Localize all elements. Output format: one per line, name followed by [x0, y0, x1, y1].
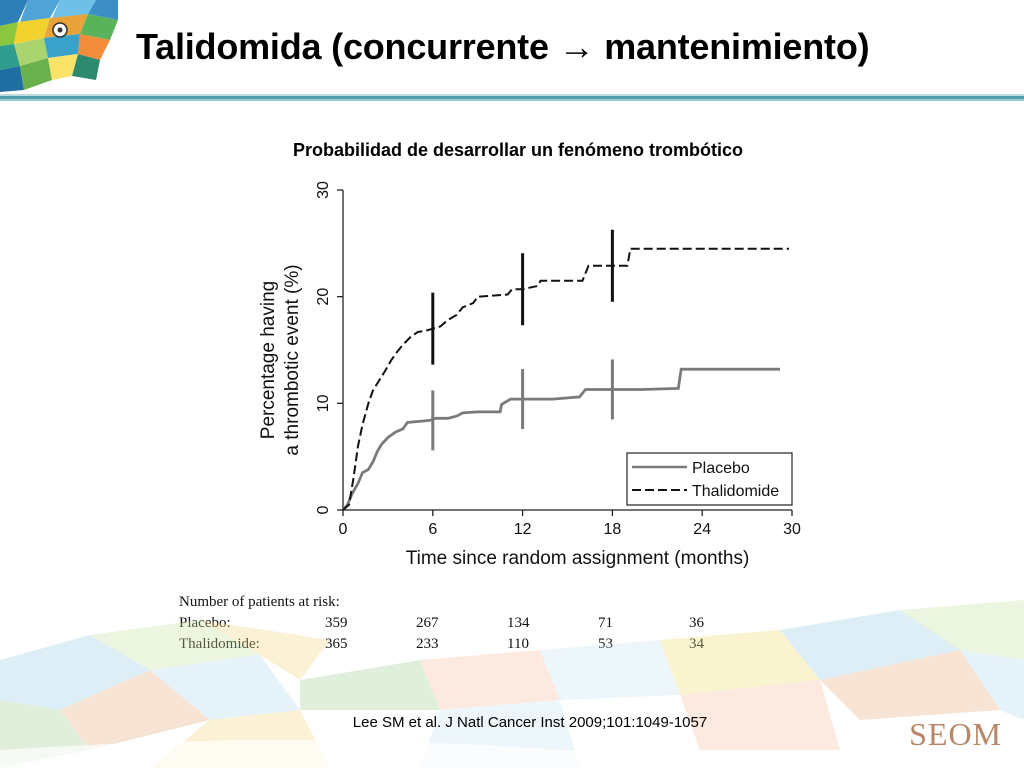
slide-title: Talidomida (concurrente → mantenimiento) [136, 26, 870, 67]
y-tick-label: 10 [315, 394, 332, 412]
risk-value: 365 [325, 636, 348, 652]
chart-series [341, 229, 789, 511]
y-axis-title: Percentage having [258, 281, 279, 439]
risk-value: 71 [598, 615, 613, 631]
legend-box [626, 452, 793, 506]
x-axis-title: Time since random assignment (months) [406, 548, 750, 569]
risk-row-placebo: Placebo: 359 267 134 71 36 [179, 613, 780, 634]
risk-value: 34 [689, 634, 780, 655]
y-axis-title: a thrombotic event (%) [282, 264, 303, 455]
chart-axes: 0 6 12 18 24 30 0 10 20 30 Time since random assig… [258, 181, 801, 569]
y-tick-label: 0 [315, 505, 332, 514]
legend-label-placebo: Placebo [692, 460, 750, 477]
risk-value: 110 [507, 636, 529, 652]
title-divider [0, 94, 1024, 101]
x-tick-label: 0 [339, 521, 348, 538]
risk-value: 359 [325, 615, 348, 631]
risk-caption-row: Number of patients at risk: [179, 592, 780, 613]
x-tick-label: 12 [514, 521, 532, 538]
legend-label-thalidomide: Thalidomide [692, 483, 779, 500]
x-tick-label: 18 [604, 521, 622, 538]
x-tick-label: 30 [783, 521, 801, 538]
risk-row-thalidomide: Thalidomide: 365 233 110 53 34 [179, 634, 780, 655]
risk-value: 36 [689, 615, 704, 631]
bottom-mosaic-decoration [0, 600, 1024, 768]
series-line-placebo [341, 367, 780, 511]
risk-caption: Number of patients at risk: [179, 594, 340, 610]
x-tick-label: 6 [428, 521, 437, 538]
risk-value: 53 [598, 636, 613, 652]
y-tick-label: 20 [315, 288, 332, 306]
risk-value: 267 [416, 615, 439, 631]
chart-heading: Probabilidad de desarrollar un fenómeno … [292, 140, 744, 160]
risk-row-label: Placebo: [179, 613, 325, 634]
risk-row-label: Thalidomide: [179, 634, 325, 655]
y-tick-label: 30 [315, 181, 332, 199]
seom-logo: SEOM [909, 716, 1002, 752]
citation: Lee SM et al. J Natl Cancer Inst 2009;10… [352, 714, 708, 731]
risk-value: 233 [416, 636, 439, 652]
chart-legend: Placebo Thalidomide [626, 452, 793, 506]
risk-value: 134 [507, 615, 530, 631]
x-tick-label: 24 [693, 521, 711, 538]
series-line-thalidomide [342, 247, 789, 511]
patients-at-risk-table: Number of patients at risk: Placebo: 359… [179, 592, 780, 655]
corner-mosaic-logo [0, 0, 118, 96]
